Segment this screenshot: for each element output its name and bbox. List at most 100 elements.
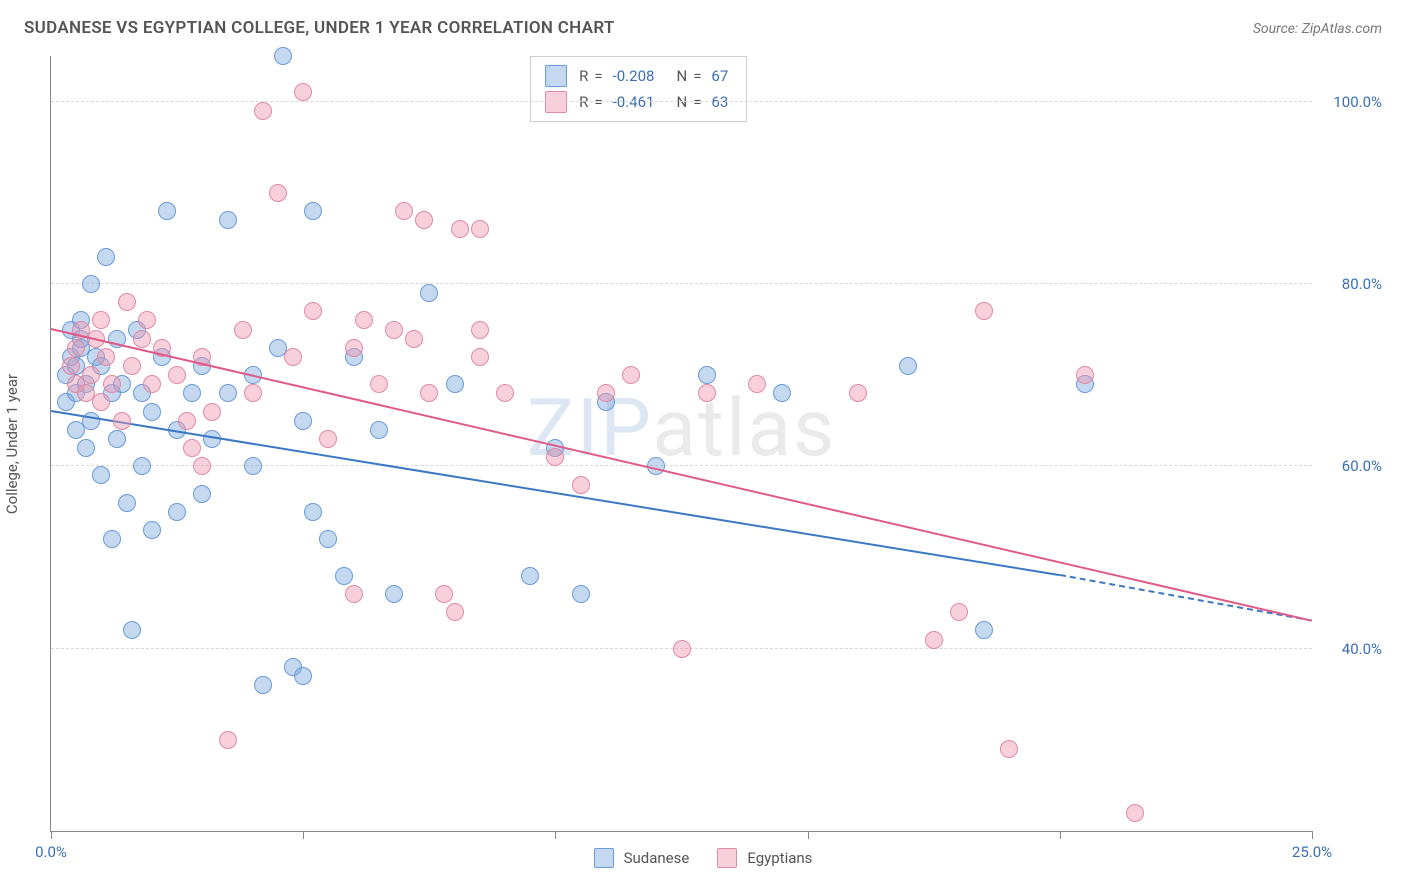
data-point-sudanese — [143, 521, 161, 539]
data-point-sudanese — [274, 47, 292, 65]
data-point-egyptians — [62, 357, 80, 375]
stats-n-label: N — [676, 67, 687, 85]
data-point-sudanese — [118, 494, 136, 512]
data-point-sudanese — [304, 202, 322, 220]
data-point-egyptians — [103, 375, 121, 393]
data-point-egyptians — [67, 339, 85, 357]
x-tick — [51, 831, 52, 839]
data-point-egyptians — [1126, 804, 1144, 822]
gridline-horizontal — [51, 283, 1312, 284]
gridline-horizontal — [51, 101, 1312, 102]
watermark-part-b: atlas — [652, 381, 836, 475]
gridline-horizontal — [51, 465, 1312, 466]
data-point-sudanese — [698, 366, 716, 384]
data-point-egyptians — [451, 220, 469, 238]
data-point-egyptians — [345, 585, 363, 603]
data-point-egyptians — [698, 384, 716, 402]
data-point-egyptians — [203, 403, 221, 421]
source-prefix: Source: — [1253, 21, 1302, 37]
stats-legend-box: R=-0.208N=67R=-0.461N=63 — [530, 56, 747, 122]
stats-eq: = — [693, 67, 701, 85]
data-point-egyptians — [405, 330, 423, 348]
data-point-egyptians — [849, 384, 867, 402]
data-point-egyptians — [133, 330, 151, 348]
data-point-egyptians — [546, 448, 564, 466]
data-point-egyptians — [193, 457, 211, 475]
watermark-part-a: ZIP — [527, 381, 653, 475]
stats-row-egyptians: R=-0.461N=63 — [545, 89, 732, 115]
data-point-sudanese — [446, 375, 464, 393]
data-point-egyptians — [415, 211, 433, 229]
data-point-sudanese — [899, 357, 917, 375]
legend-swatch — [717, 848, 737, 868]
stats-eq: = — [693, 93, 701, 111]
x-tick — [1312, 831, 1313, 839]
data-point-sudanese — [319, 530, 337, 548]
data-point-egyptians — [284, 348, 302, 366]
stats-eq: = — [594, 67, 602, 85]
trend-line-dash-sudanese — [1060, 574, 1313, 622]
y-tick-label: 40.0% — [1318, 640, 1382, 658]
data-point-sudanese — [183, 384, 201, 402]
data-point-egyptians — [97, 348, 115, 366]
stats-swatch-sudanese — [545, 65, 567, 87]
data-point-egyptians — [178, 412, 196, 430]
data-point-egyptians — [673, 640, 691, 658]
data-point-egyptians — [1000, 740, 1018, 758]
plot-container: College, Under 1 year ZIPatlas R=-0.208N… — [50, 56, 1382, 832]
data-point-sudanese — [420, 284, 438, 302]
data-point-sudanese — [158, 202, 176, 220]
chart-title: SUDANESE VS EGYPTIAN COLLEGE, UNDER 1 YE… — [24, 18, 615, 38]
data-point-sudanese — [521, 567, 539, 585]
data-point-egyptians — [319, 430, 337, 448]
legend-label: Egyptians — [747, 849, 812, 867]
data-point-sudanese — [168, 503, 186, 521]
chart-source: Source: ZipAtlas.com — [1253, 21, 1382, 37]
data-point-sudanese — [133, 457, 151, 475]
data-point-egyptians — [385, 321, 403, 339]
data-point-sudanese — [335, 567, 353, 585]
stats-r-label: R — [579, 93, 588, 111]
data-point-egyptians — [269, 184, 287, 202]
stats-r-value: -0.461 — [613, 93, 655, 111]
data-point-egyptians — [370, 375, 388, 393]
data-point-egyptians — [395, 202, 413, 220]
data-point-egyptians — [138, 311, 156, 329]
stats-r-label: R — [579, 67, 588, 85]
chart-header: SUDANESE VS EGYPTIAN COLLEGE, UNDER 1 YE… — [0, 0, 1406, 38]
data-point-egyptians — [219, 731, 237, 749]
data-point-sudanese — [82, 275, 100, 293]
data-point-egyptians — [355, 311, 373, 329]
data-point-egyptians — [572, 476, 590, 494]
data-point-sudanese — [103, 530, 121, 548]
data-point-sudanese — [193, 485, 211, 503]
data-point-egyptians — [446, 603, 464, 621]
stats-swatch-egyptians — [545, 91, 567, 113]
plot-area: ZIPatlas R=-0.208N=67R=-0.461N=63 40.0%6… — [50, 56, 1312, 832]
data-point-egyptians — [435, 585, 453, 603]
stats-eq: = — [594, 93, 602, 111]
data-point-egyptians — [92, 393, 110, 411]
data-point-sudanese — [92, 466, 110, 484]
data-point-sudanese — [219, 384, 237, 402]
legend-label: Sudanese — [624, 849, 690, 867]
data-point-egyptians — [420, 384, 438, 402]
x-legend-item: Sudanese — [594, 848, 690, 868]
data-point-egyptians — [82, 366, 100, 384]
data-point-egyptians — [748, 375, 766, 393]
y-tick-label: 100.0% — [1318, 93, 1382, 111]
data-point-egyptians — [183, 439, 201, 457]
data-point-sudanese — [385, 585, 403, 603]
data-point-sudanese — [219, 211, 237, 229]
data-point-egyptians — [345, 339, 363, 357]
data-point-sudanese — [572, 585, 590, 603]
data-point-sudanese — [123, 621, 141, 639]
data-point-sudanese — [304, 503, 322, 521]
data-point-sudanese — [254, 676, 272, 694]
x-tick — [303, 831, 304, 839]
data-point-egyptians — [950, 603, 968, 621]
data-point-egyptians — [622, 366, 640, 384]
data-point-egyptians — [496, 384, 514, 402]
data-point-egyptians — [1076, 366, 1094, 384]
data-point-egyptians — [471, 321, 489, 339]
